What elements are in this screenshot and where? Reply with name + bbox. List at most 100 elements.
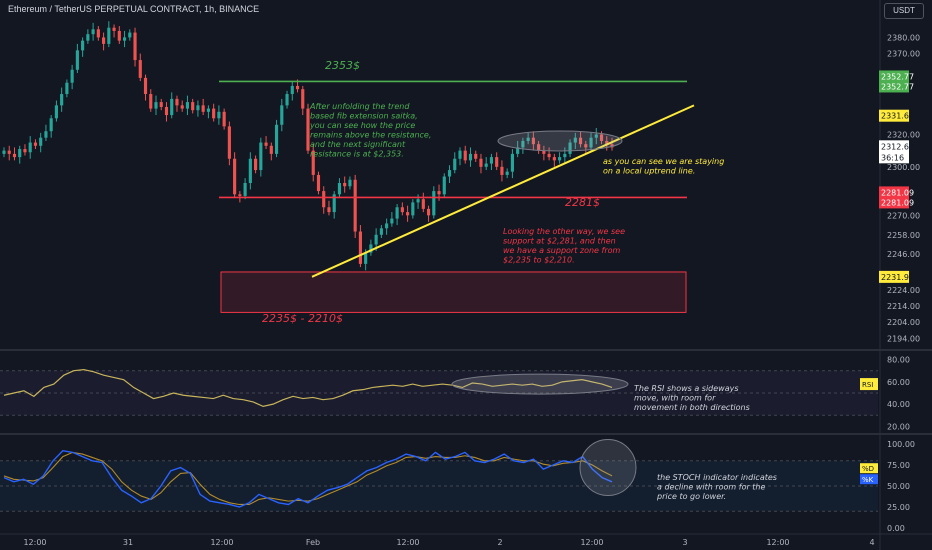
candle-body (369, 244, 373, 253)
currency-selector[interactable]: USDT (884, 3, 924, 19)
stoch-tick-label: 0.00 (887, 524, 905, 533)
countdown-tag-bg (879, 151, 909, 164)
candle-body (39, 137, 43, 146)
candle-body (599, 134, 604, 141)
candle-body (458, 150, 462, 159)
consolidation-highlight (497, 130, 623, 152)
time-axis-label: 12:00 (580, 538, 603, 547)
last-price-tag: 2312.67 (881, 142, 914, 151)
price-tick-label: 2258.00 (887, 231, 920, 240)
rsi-highlight (451, 373, 629, 395)
price-tick-label: 2246.00 (887, 250, 920, 259)
candle-body (212, 108, 216, 119)
resistance-price-tag-bg (879, 80, 909, 93)
candle-body (353, 179, 357, 232)
candle-body (128, 32, 132, 38)
rsi-tick-label: 20.00 (887, 422, 910, 431)
candle-body (379, 228, 383, 235)
candle-body (91, 29, 95, 35)
support-price-tag-bg (879, 196, 909, 209)
candle-body (28, 142, 32, 153)
time-axis-label: 4 (869, 538, 874, 547)
candle-body (610, 144, 614, 148)
support-zone-label: 2235$ - 2210$ (262, 312, 343, 325)
candle-body (489, 157, 494, 164)
candle-body (447, 170, 452, 177)
candle-body (138, 60, 142, 78)
candle-body (463, 150, 467, 161)
support-price-tag-bg (879, 186, 909, 199)
time-axis-label: Feb (306, 538, 320, 547)
candle-body (584, 144, 588, 148)
candle-body (170, 98, 174, 116)
candle-body (175, 98, 179, 106)
rsi-note-line: The RSI shows a sideways (634, 384, 739, 393)
candle-body (578, 137, 583, 145)
rsi-tick-label: 40.00 (887, 400, 910, 409)
time-axis-label: 12:00 (23, 538, 46, 547)
support-note-line: $2,235 to $2,210. (503, 256, 575, 265)
candle-body (468, 153, 473, 161)
rsi-line (3, 368, 613, 408)
candle-body (348, 179, 352, 187)
price-tick-label: 2320.00 (887, 130, 920, 139)
candle-body (426, 208, 431, 216)
time-axis-label: 31 (123, 538, 133, 547)
low-price-tag-bg (879, 270, 909, 283)
support-note-line: Looking the other way, we see (503, 227, 625, 236)
fib-note-line: resistance is at $2,353. (310, 150, 404, 159)
stoch-k-line (3, 449, 613, 508)
candle-body (568, 142, 572, 154)
candle-body (390, 218, 394, 224)
stoch-tick-label: 50.00 (887, 482, 910, 491)
rsi-tick-label: 80.00 (887, 356, 910, 365)
resistance-label: 2353$ (325, 59, 360, 72)
candle-body (2, 150, 6, 154)
candle-body (238, 194, 242, 196)
candle-body (164, 106, 169, 116)
price-tick-label: 2194.00 (887, 334, 920, 343)
candle-body (400, 207, 404, 213)
candle-body (537, 144, 541, 151)
stoch-note-line: the STOCH indicator indicates (657, 473, 777, 482)
price-tick-label: 2204.00 (887, 318, 920, 327)
candle-body (552, 157, 556, 161)
candle-body (343, 183, 347, 187)
stoch-tick-label: 25.00 (887, 503, 910, 512)
candle-body (306, 108, 310, 151)
price-tick-label: 2380.00 (887, 33, 920, 42)
rsi-tick-label: 60.00 (887, 378, 910, 387)
fib-note-line: based fib extension saitka, (310, 112, 418, 121)
candle-body (54, 105, 58, 119)
candle-body (7, 150, 11, 154)
candle-body (33, 142, 38, 146)
candle-body (154, 102, 158, 109)
candle-body (122, 37, 127, 41)
candle-body (269, 145, 273, 154)
candle-body (206, 108, 210, 112)
candle-body (191, 102, 195, 111)
candles-group (2, 21, 614, 271)
candle-body (301, 89, 305, 109)
stoch-d-label-bg (860, 463, 878, 474)
candle-body (547, 153, 551, 158)
candle-body (311, 150, 315, 175)
candle-body (505, 171, 509, 175)
fib-note-line: you can see how the price (309, 121, 415, 130)
resistance-price-tag: 2352.77 (881, 72, 914, 81)
support-label: 2281$ (565, 196, 600, 209)
candle-body (233, 158, 237, 195)
candle-body (254, 158, 258, 171)
candle-body (542, 150, 546, 154)
candle-body (180, 105, 184, 109)
candle-body (332, 194, 336, 213)
candle-body (385, 223, 389, 229)
support-price-tag: 2281.09 (881, 188, 914, 197)
candle-body (290, 85, 294, 95)
candle-body (437, 191, 441, 195)
candle-body (217, 111, 221, 119)
price-tick-label: 2214.00 (887, 302, 920, 311)
stoch-highlight (579, 439, 637, 497)
candle-body (337, 183, 342, 195)
